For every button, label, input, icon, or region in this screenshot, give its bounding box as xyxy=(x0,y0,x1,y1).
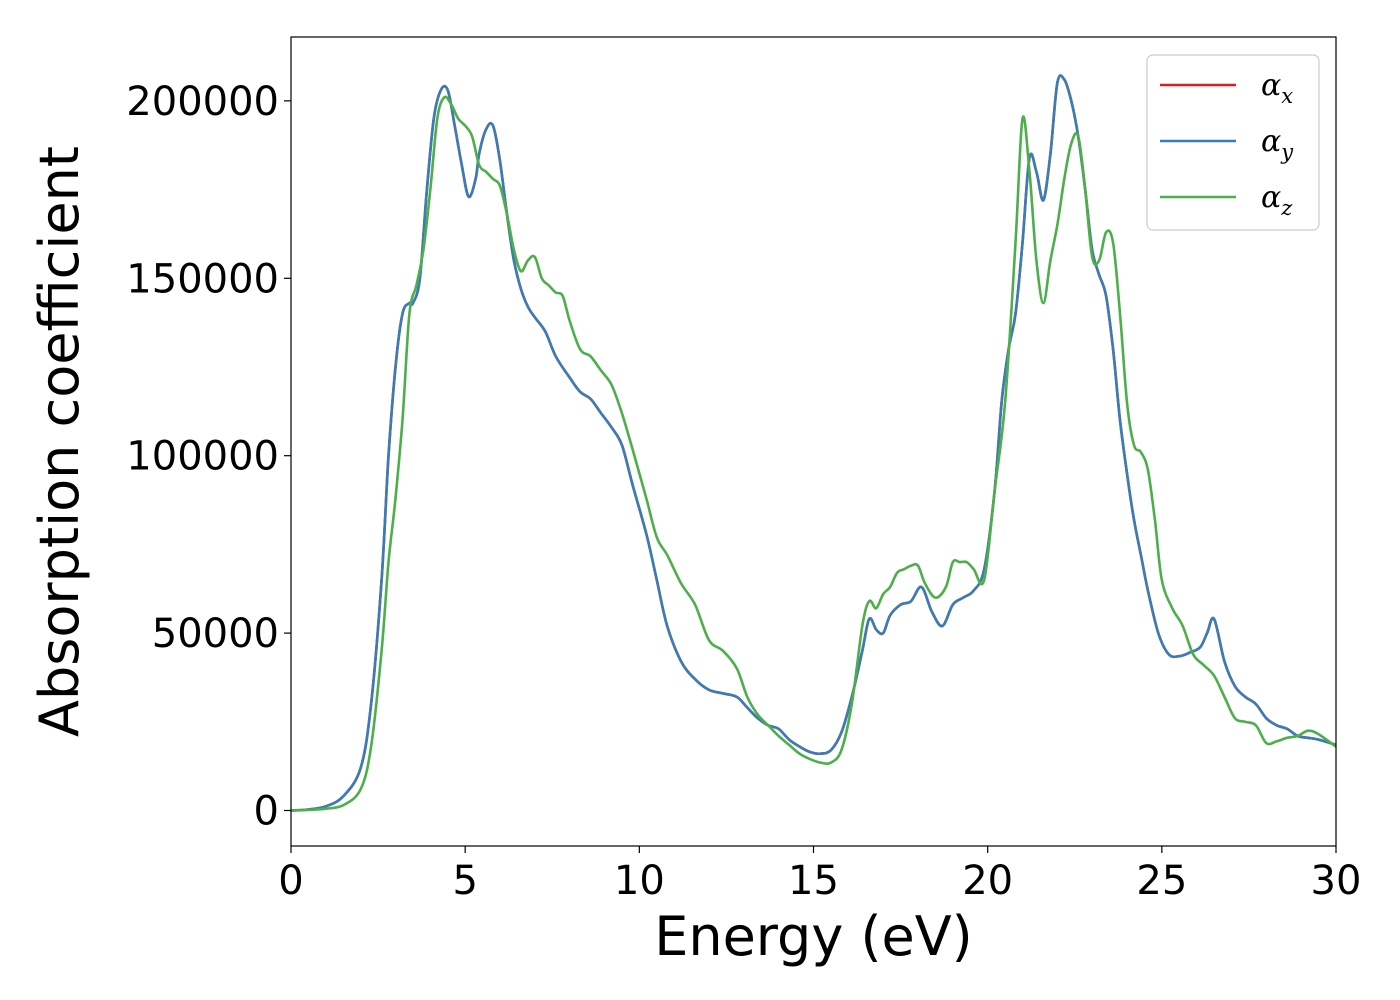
x-tick-label: 30 xyxy=(1311,858,1362,904)
y-tick-label: 50000 xyxy=(152,611,279,657)
x-tick-label: 5 xyxy=(452,858,477,904)
x-tick-label: 25 xyxy=(1136,858,1187,904)
x-axis-label: Energy (eV) xyxy=(654,905,973,968)
y-tick-label: 150000 xyxy=(126,256,279,302)
legend-box xyxy=(1146,54,1320,231)
series-line-alpha-z xyxy=(291,95,1336,812)
y-tick-label: 100000 xyxy=(126,434,279,480)
x-axis-ticks: 0 5 10 15 20 25 30 xyxy=(278,846,1361,904)
series-line-alpha-y xyxy=(291,74,1336,812)
y-axis-ticks: 0 50000 100000 150000 200000 xyxy=(126,79,291,835)
x-tick-label: 0 xyxy=(278,858,303,904)
legend-subscript: y xyxy=(1280,140,1294,164)
x-tick-label: 15 xyxy=(788,858,839,904)
x-tick-label: 20 xyxy=(962,858,1013,904)
series-layer xyxy=(291,74,1336,812)
y-tick-label: 0 xyxy=(254,789,279,835)
legend-subscript: z xyxy=(1280,196,1293,220)
x-tick-label: 10 xyxy=(614,858,665,904)
y-tick-label: 200000 xyxy=(126,79,279,125)
legend-subscript: x xyxy=(1281,84,1293,108)
y-axis-label: Absorption coefficient xyxy=(28,146,91,737)
